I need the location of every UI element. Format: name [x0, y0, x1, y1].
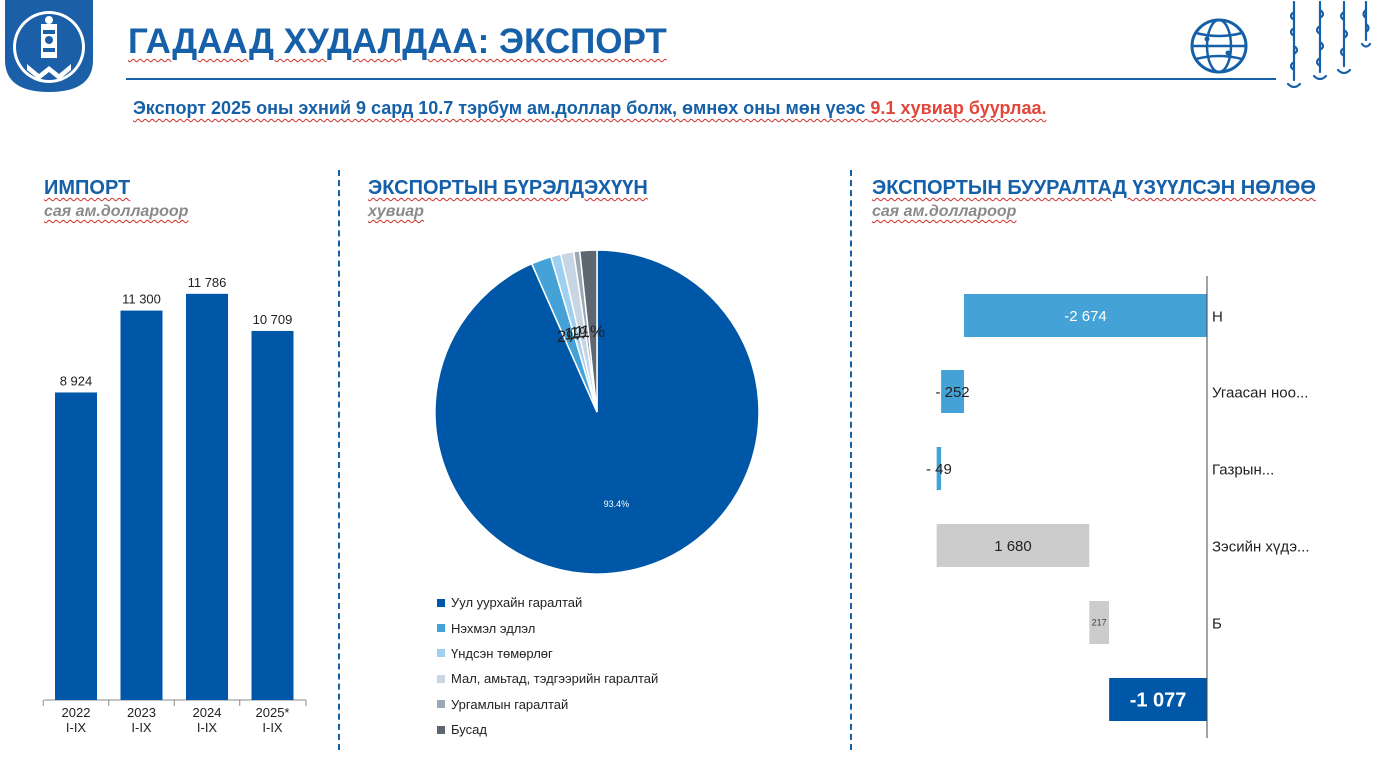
waterfall-bar-label: - 49	[926, 461, 952, 478]
pie-slice	[578, 249, 598, 413]
legend-label: Бусад	[451, 722, 487, 738]
legend-item: Үндсэн төмөрлөг	[437, 641, 658, 666]
headline-text: Экспорт 2025 оны эхний 9 сард 10.7 тэрбу…	[133, 98, 871, 118]
legend-item: Ургамлын гаралтай	[437, 692, 658, 717]
waterfall-bar	[1109, 678, 1207, 721]
legend-item: Бусад	[437, 717, 658, 742]
waterfall-bar-label: - 252	[935, 384, 969, 401]
import-bar-label: 10 709	[253, 312, 293, 327]
panel-divider-right	[850, 170, 852, 750]
legend-swatch	[437, 674, 445, 683]
structure-panel-unit: хувиар	[368, 203, 424, 220]
legend-swatch	[437, 649, 445, 658]
waterfall-bar-label: -2 674	[1064, 308, 1107, 325]
legend-label: Нэхмэл эдлэл	[451, 620, 536, 636]
import-panel-title: ИМПОРТ	[44, 177, 131, 199]
legend-swatch	[437, 700, 445, 709]
headline-summary: Экспорт 2025 оны эхний 9 сард 10.7 тэрбу…	[133, 98, 1047, 119]
import-x-tick-label-period: I-IX	[262, 720, 283, 735]
panel-divider-left	[338, 170, 340, 750]
pie-data-label: 93.4%	[604, 499, 630, 509]
waterfall-bar	[964, 294, 1207, 337]
waterfall-category-label: Б	[1212, 616, 1222, 633]
legend-label: Үндсэн төмөрлөг	[451, 645, 553, 661]
import-x-tick-label: 2022	[62, 705, 91, 720]
pie-data-label: 1%	[580, 322, 605, 341]
legend-label: Ургамлын гаралтай	[451, 696, 569, 712]
pie-legend: Уул уурхайн гаралтай Нэхмэл эдлэл Үндсэн т…	[437, 590, 658, 742]
waterfall-bar	[936, 447, 942, 490]
waterfall-bar	[941, 370, 964, 413]
import-x-tick-label: 2025*	[256, 705, 290, 720]
import-bar	[55, 392, 97, 700]
import-panel-unit: сая ам.доллароор	[44, 203, 189, 220]
mongolian-script-icon	[1286, 0, 1372, 89]
waterfall-category-label: Н	[1212, 309, 1223, 326]
waterfall-bar-label: 217	[1092, 618, 1107, 628]
legend-swatch	[437, 725, 445, 734]
import-bar	[186, 293, 228, 700]
legend-label: Уул уурхайн гаралтай	[451, 595, 583, 611]
globe-icon	[1190, 18, 1248, 74]
waterfall-category-label: Газрын...	[1212, 462, 1274, 479]
decline-panel-unit: сая ам.доллароор	[872, 203, 1017, 220]
mongolia-emblem-icon	[5, 0, 93, 92]
import-x-tick-label-period: I-IX	[66, 720, 87, 735]
import-x-tick-label: 2023	[127, 705, 156, 720]
legend-swatch	[437, 598, 445, 607]
export-decline-waterfall-chart: -2 674 Н - 252 Угаасан ноо... - 49 Газрын... 1…	[926, 276, 1310, 738]
waterfall-bar-label: -1 077	[1130, 690, 1187, 712]
waterfall-bar-label: 1 680	[994, 538, 1032, 555]
import-x-tick-label: 2024	[193, 705, 222, 720]
waterfall-category-label: Угаасан ноо...	[1212, 385, 1308, 402]
waterfall-category-label: Зэсийн хүдэ...	[1212, 539, 1310, 556]
import-bar	[251, 330, 294, 700]
legend-swatch	[437, 624, 445, 633]
import-bar-label: 8 924	[60, 373, 93, 388]
import-bar-label: 11 786	[188, 275, 227, 290]
legend-label: Мал, амьтад, тэдгээрийн гаралтай	[451, 671, 659, 687]
import-x-tick-label-period: I-IX	[131, 720, 152, 735]
import-bar-label: 11 300	[122, 292, 161, 307]
legend-item: Уул уурхайн гаралтай	[437, 590, 658, 615]
import-bar	[120, 310, 163, 700]
waterfall-bar	[936, 524, 1090, 567]
waterfall-bar	[1089, 601, 1110, 644]
decline-panel-title: ЭКСПОРТЫН БУУРАЛТАД ҮЗҮҮЛСЭН НӨЛӨӨ	[872, 177, 1316, 199]
structure-panel-title: ЭКСПОРТЫН БҮРЭЛДЭХҮҮН	[368, 177, 648, 199]
import-x-tick-label-period: I-IX	[197, 720, 218, 735]
legend-item: Нэхмэл эдлэл	[437, 615, 658, 640]
title-rule	[126, 78, 1276, 80]
legend-item: Мал, амьтад, тэдгээрийн гаралтай	[437, 666, 658, 691]
headline-value: 9.1	[870, 98, 896, 118]
page-title: ГАДААД ХУДАЛДАА: ЭКСПОРТ	[128, 22, 667, 61]
export-structure-pie-chart: 93.4%2%1%1%1%1%	[434, 249, 760, 575]
headline-tail: хувиар буурлаа.	[895, 98, 1047, 118]
